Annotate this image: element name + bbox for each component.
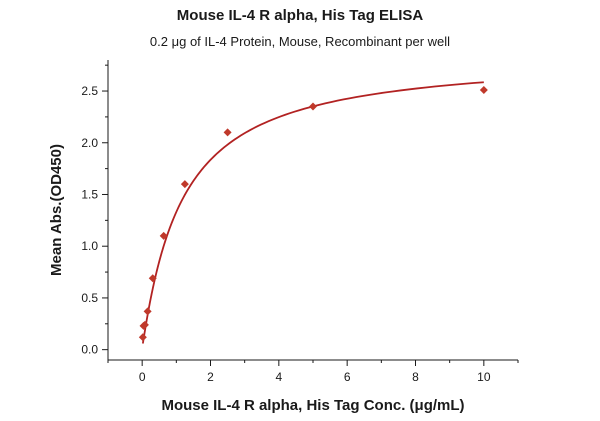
x-axis-label: Mouse IL-4 R alpha, His Tag Conc. (μg/mL… — [161, 397, 464, 414]
x-tick-label: 8 — [412, 370, 419, 384]
y-tick-label: 0.0 — [81, 343, 98, 357]
x-tick-label: 2 — [207, 370, 214, 384]
x-tick-label: 0 — [139, 370, 146, 384]
y-tick-label: 2.5 — [81, 84, 98, 98]
fit-curve — [141, 81, 484, 344]
y-tick-label: 0.5 — [81, 291, 98, 305]
y-ticks: 0.0 0.5 1.0 1.5 2.0 2.5 — [81, 64, 108, 357]
y-tick-label: 1.5 — [81, 187, 98, 201]
chart-subtitle: 0.2 μg of IL-4 Protein, Mouse, Recombina… — [150, 34, 450, 49]
x-tick-label: 10 — [477, 370, 491, 384]
plot-area — [138, 81, 488, 344]
x-tick-label: 6 — [344, 370, 351, 384]
y-tick-label: 1.0 — [81, 239, 98, 253]
x-tick-label: 4 — [275, 370, 282, 384]
data-point — [148, 274, 157, 283]
data-point — [159, 231, 168, 240]
y-tick-label: 2.0 — [81, 136, 98, 150]
data-point — [309, 102, 317, 111]
chart-title: Mouse IL-4 R alpha, His Tag ELISA — [177, 7, 424, 24]
data-point — [180, 180, 189, 189]
data-point — [143, 307, 152, 316]
y-axis-label: Mean Abs.(OD450) — [48, 144, 65, 276]
data-point — [479, 86, 488, 94]
x-ticks: 0 2 4 6 8 10 — [107, 360, 519, 384]
data-point — [223, 128, 232, 137]
data-point — [140, 320, 149, 329]
data-point — [138, 333, 147, 342]
